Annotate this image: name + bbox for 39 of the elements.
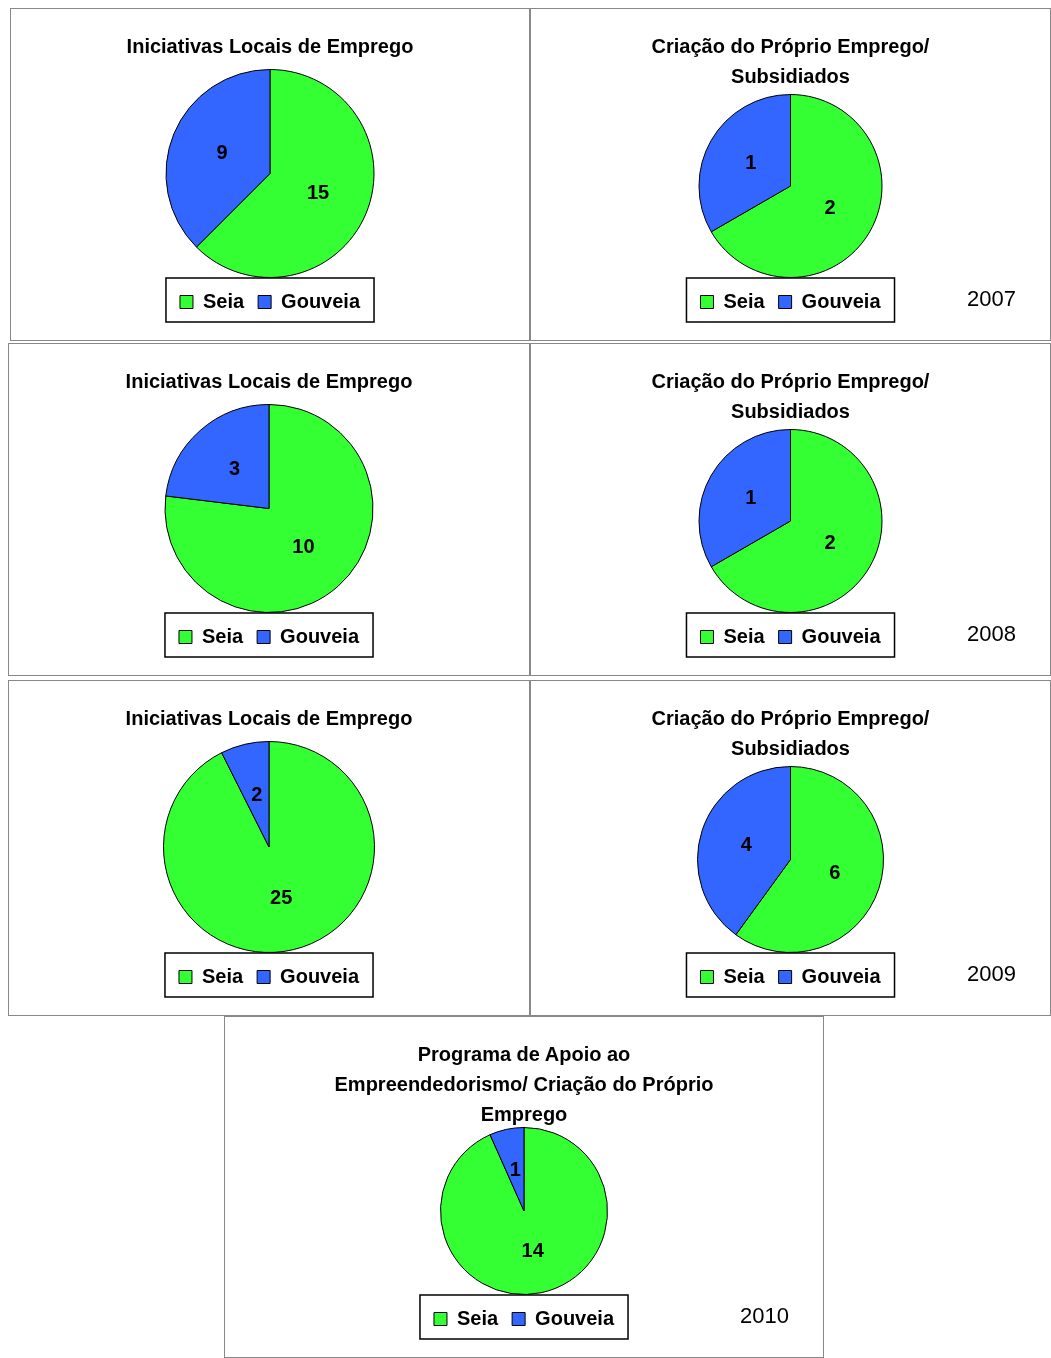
data-label: 9 bbox=[216, 141, 228, 164]
data-label: 10 bbox=[292, 534, 315, 557]
chart-title: Criação do Próprio Emprego/ Subsidiados bbox=[650, 34, 931, 89]
data-label: 25 bbox=[270, 885, 293, 908]
data-label: 1 bbox=[745, 150, 757, 173]
legend-label: Gouveia bbox=[281, 289, 361, 312]
legend-label: Gouveia bbox=[801, 964, 882, 987]
legend-label: Seia bbox=[723, 624, 766, 647]
legend-label: Gouveia bbox=[280, 964, 360, 987]
data-label: 4 bbox=[740, 832, 753, 855]
data-label: 2 bbox=[824, 531, 836, 554]
legend-label: Gouveia bbox=[801, 624, 882, 647]
data-label: 2 bbox=[824, 196, 836, 219]
chart-title: Iniciativas Locais de Emprego bbox=[124, 706, 414, 731]
data-label: 1 bbox=[745, 485, 757, 508]
chart-title: Iniciativas Locais de Emprego bbox=[125, 34, 415, 59]
text: 2008 bbox=[967, 621, 1016, 647]
chart-title: Programa de Apoio ao Empreendedorismo/ Criação do Próprio Emprego bbox=[333, 1042, 715, 1127]
chart-title: Criação do Próprio Emprego/ Subsidiados bbox=[650, 706, 931, 761]
text: 2010 bbox=[740, 1303, 789, 1329]
legend-label: Seia bbox=[723, 289, 766, 312]
data-label: 14 bbox=[521, 1239, 545, 1262]
legend-label: Gouveia bbox=[801, 289, 882, 312]
chart-title: Criação do Próprio Emprego/ Subsidiados bbox=[650, 369, 931, 424]
legend-label: Gouveia bbox=[280, 624, 360, 647]
legend-label: Seia bbox=[456, 1306, 499, 1329]
legend-label: Seia bbox=[723, 964, 766, 987]
legend-label: Seia bbox=[201, 964, 244, 987]
text: 2007 bbox=[967, 286, 1016, 312]
data-label: 2 bbox=[251, 783, 263, 806]
data-label: 15 bbox=[306, 180, 330, 203]
chart-title: Iniciativas Locais de Emprego bbox=[124, 369, 414, 394]
data-label: 3 bbox=[228, 457, 241, 480]
text: 2009 bbox=[967, 961, 1016, 987]
legend-label: Gouveia bbox=[535, 1306, 615, 1329]
data-label: 6 bbox=[829, 861, 841, 884]
data-label: 1 bbox=[509, 1157, 521, 1180]
legend-label: Seia bbox=[201, 624, 244, 647]
legend-label: Seia bbox=[202, 289, 245, 312]
